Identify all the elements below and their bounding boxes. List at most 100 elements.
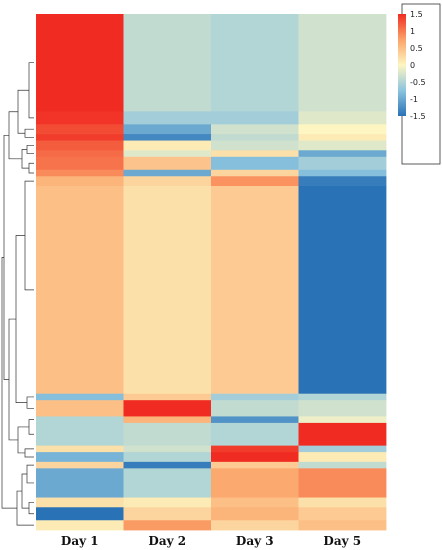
- dendrogram-branch: [8, 111, 22, 160]
- heatmap-cell: [123, 176, 212, 187]
- heatmap-cell: [123, 124, 212, 135]
- heatmap-cell: [123, 507, 212, 521]
- heatmap-cell: [298, 134, 387, 141]
- dendrogram-branch: [3, 134, 9, 380]
- heatmap-cell: [36, 520, 124, 531]
- heatmap-cell: [298, 14, 387, 112]
- dendrogram-branch: [28, 162, 34, 174]
- color-scale-tick-label: -1: [410, 95, 418, 104]
- color-scale-tick-label: 0.5: [410, 44, 423, 53]
- heatmap-cell: [36, 124, 124, 135]
- heatmap-cell: [36, 497, 124, 508]
- heatmap-cell: [123, 461, 212, 469]
- heatmap-cell: [123, 416, 212, 424]
- dendrogram-branch: [28, 419, 34, 435]
- dendrogram-branch: [21, 473, 29, 509]
- heatmap-cell: [36, 416, 124, 424]
- heatmap-cell: [211, 140, 299, 151]
- heatmap-cell: [211, 186, 299, 395]
- heatmap-cell: [211, 452, 299, 463]
- dendrogram-branch: [28, 62, 34, 119]
- heatmap-cell: [211, 156, 299, 171]
- heatmap-cell: [298, 416, 387, 424]
- heatmap-cell: [36, 400, 124, 417]
- heatmap-cell: [211, 416, 299, 424]
- heatmap-cell: [211, 124, 299, 135]
- column-label: Day 3: [236, 534, 274, 548]
- heatmap-cell: [36, 111, 124, 125]
- color-scale-legend: 1.5 1 0.5 0 -0.5 -1 -1.5: [398, 3, 441, 165]
- heatmap-cell: [298, 422, 387, 447]
- heatmap-cell: [298, 124, 387, 135]
- color-scale-tick-label: 1.5: [410, 10, 423, 19]
- heatmap-cell: [211, 111, 299, 125]
- dendrogram-branch: [24, 448, 34, 458]
- heatmap-cell: [298, 150, 387, 158]
- heatmap-cell: [211, 14, 299, 112]
- heatmap-cell: [36, 186, 124, 395]
- dendrogram-branch: [21, 149, 29, 169]
- dendrogram-branch: [24, 128, 34, 138]
- color-scale-tick-label: 1: [410, 27, 415, 36]
- heatmap-cell: [123, 14, 212, 112]
- color-scale-bar: [398, 14, 406, 116]
- heatmap-cell: [36, 156, 124, 171]
- heatmap-cell: [123, 150, 212, 158]
- heatmap-cell: [123, 497, 212, 508]
- column-label: Day 5: [323, 534, 361, 548]
- heatmap-cell: [298, 507, 387, 521]
- heatmap-cell: [211, 497, 299, 508]
- heatmap-cell: [123, 134, 212, 141]
- heatmap-cell: [298, 186, 387, 395]
- heatmap-cell: [211, 150, 299, 158]
- heatmap-cell: [298, 497, 387, 508]
- dendrogram-branch: [17, 89, 29, 134]
- heatmap-grid: [36, 14, 387, 531]
- dendrogram-branch: [28, 502, 34, 515]
- heatmap-cell: [298, 156, 387, 171]
- heatmap-cell: [298, 400, 387, 417]
- heatmap-cell: [36, 134, 124, 141]
- heatmap-cell: [36, 445, 124, 453]
- heatmap-cell: [123, 393, 212, 401]
- dendrogram-branch: [26, 396, 34, 409]
- heatmap-cell: [298, 468, 387, 498]
- heatmap-cell: [211, 176, 299, 187]
- heatmap-cell: [123, 400, 212, 417]
- dendrogram-branch: [1, 257, 17, 509]
- color-scale-tick-label: -1.5: [410, 112, 426, 121]
- heatmap-cell: [123, 452, 212, 463]
- heatmap-cell: [211, 393, 299, 401]
- heatmap-cell: [211, 169, 299, 177]
- heatmap-cell: [36, 507, 124, 521]
- heatmap-cell: [36, 176, 124, 187]
- heatmap-cell: [123, 445, 212, 453]
- heatmap-cell: [298, 461, 387, 469]
- dendrogram-branch: [26, 145, 34, 154]
- heatmap-cell: [123, 186, 212, 395]
- heatmap-cell: [36, 468, 124, 498]
- heatmap-cell: [36, 150, 124, 158]
- heatmap-cell: [211, 468, 299, 498]
- color-scale-tick-label: -0.5: [410, 78, 426, 87]
- column-labels: Day 1 Day 2 Day 3 Day 5: [61, 534, 361, 548]
- heatmap-cell: [298, 176, 387, 187]
- heatmap-cell: [298, 169, 387, 177]
- heatmap-cell: [123, 520, 212, 531]
- heatmap-cell: [36, 393, 124, 401]
- heatmap-cell: [36, 169, 124, 177]
- row-dendrogram: [1, 62, 34, 526]
- dendrogram-branch: [26, 464, 34, 484]
- heatmap-cell: [123, 169, 212, 177]
- heatmap-cell: [36, 461, 124, 469]
- color-scale-tick-label: 0: [410, 61, 415, 70]
- heatmap-cell: [298, 140, 387, 151]
- heatmap-cell: [123, 422, 212, 447]
- heatmap-cell: [298, 445, 387, 453]
- heatmap-cell: [211, 461, 299, 469]
- heatmap-cell: [211, 422, 299, 447]
- heatmap-cell: [298, 452, 387, 463]
- heatmap-cell: [211, 445, 299, 453]
- heatmap-cell: [36, 14, 124, 112]
